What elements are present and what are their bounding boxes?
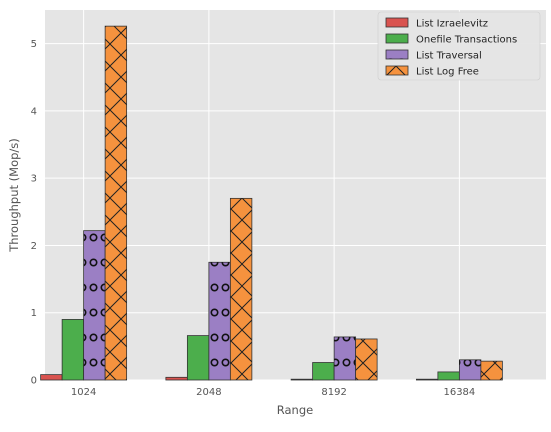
bar-pattern-list-traversal-8192 [334, 336, 356, 380]
bar-list-izraelevitz-2048 [165, 376, 188, 381]
y-tick-label: 5 [31, 39, 37, 50]
y-tick-labels: 0 1 2 3 4 5 [31, 39, 37, 386]
legend-entry-izraelevitz: List Izraelevitz [385, 17, 488, 30]
x-tick-label: 8192 [321, 387, 346, 398]
x-axis-label: Range [277, 403, 313, 417]
y-tick-label: 2 [31, 241, 37, 252]
bar-pattern-list-traversal-16384 [459, 359, 481, 380]
bar-pattern-list-traversal-1024 [83, 230, 106, 380]
y-tick-label: 1 [31, 308, 37, 319]
bar-onefile-transactions-8192 [312, 362, 335, 381]
bar-onefile-transactions-1024 [61, 319, 85, 381]
bar-list-izraelevitz-1024 [40, 374, 63, 381]
y-axis-label: Throughput (Mop/s) [7, 138, 21, 253]
y-tick-label: 0 [31, 376, 37, 387]
legend-entry-onefile: Onefile Transactions [385, 33, 517, 46]
legend-entry-traversal: List Traversal [385, 49, 482, 62]
bar-list-izraelevitz-8192 [290, 378, 314, 381]
legend-label-logfree: List Log Free [416, 67, 479, 78]
legend-box [377, 11, 541, 81]
bar-onefile-transactions-2048 [186, 335, 210, 381]
bar-pattern-list-traversal-2048 [208, 262, 231, 380]
bar-pattern-list-log-free-16384 [480, 361, 503, 380]
legend-swatch-izraelevitz [385, 17, 409, 28]
legend-label-izraelevitz: List Izraelevitz [416, 19, 488, 30]
legend-swatch-logfree-pattern [386, 66, 408, 75]
x-tick-label: 2048 [196, 387, 221, 398]
legend-label-traversal: List Traversal [416, 51, 482, 62]
bar-pattern-list-log-free-2048 [230, 198, 252, 380]
x-tick-label: 1024 [71, 387, 96, 398]
y-tick-label: 3 [31, 174, 37, 185]
x-tick-label: 16384 [443, 387, 475, 398]
legend: List Izraelevitz Onefile Transactions Li… [377, 11, 541, 81]
legend-swatch-traversal-pattern [386, 50, 408, 59]
x-tick-labels: 1024 2048 8192 16384 [71, 387, 475, 398]
bar-onefile-transactions-16384 [437, 371, 460, 381]
y-tick-label: 4 [31, 106, 37, 117]
legend-swatch-onefile [385, 33, 409, 44]
bars [40, 25, 503, 381]
grid [45, 10, 546, 381]
bar-list-izraelevitz-16384 [415, 378, 439, 381]
bar-pattern-list-log-free-1024 [105, 26, 127, 381]
legend-label-onefile: Onefile Transactions [416, 35, 517, 46]
legend-entry-logfree: List Log Free [385, 65, 479, 78]
bar-pattern-list-log-free-8192 [355, 338, 378, 380]
